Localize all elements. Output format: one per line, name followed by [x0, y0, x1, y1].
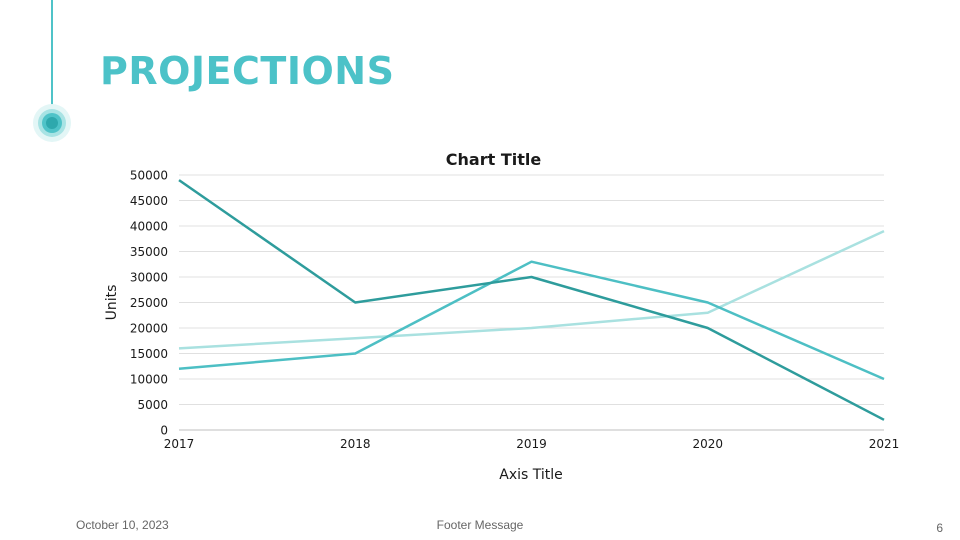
x-tick-labels: 2017 2018 2019 2020 2021 [164, 437, 900, 451]
y-tick-label: 20000 [130, 322, 168, 336]
x-tick-label: 2017 [164, 437, 195, 451]
y-tick-label: 35000 [130, 245, 168, 259]
decorative-vertical-line [51, 0, 53, 108]
series-lines [178, 179, 885, 421]
x-tick-label: 2018 [340, 437, 371, 451]
y-tick-label: 5000 [137, 398, 168, 412]
y-tick-label: 50000 [130, 169, 168, 183]
y-tick-label: 30000 [130, 271, 168, 285]
line-chart: Chart Title Units Axis Title 0 5000 10000 1… [104, 150, 900, 483]
target-circle-icon [33, 104, 71, 142]
y-tick-label: 45000 [130, 194, 168, 208]
y-tick-labels: 0 5000 10000 15000 20000 25000 30000 35000 40000… [130, 169, 168, 438]
grid-lines [179, 174, 884, 431]
page-title: PROJECTIONS [100, 49, 395, 93]
y-axis-title: Units [104, 285, 120, 321]
series-line-2 [178, 260, 885, 381]
x-tick-label: 2020 [692, 437, 723, 451]
chart-title: Chart Title [446, 150, 542, 169]
series-line-3 [178, 229, 885, 350]
y-tick-label: 40000 [130, 220, 168, 234]
page-number: 6 [936, 521, 943, 535]
y-tick-label: 15000 [130, 347, 168, 361]
series-line-1 [178, 179, 885, 421]
x-tick-label: 2019 [516, 437, 547, 451]
y-tick-label: 0 [160, 424, 168, 438]
footer-message-container: Footer Message [0, 518, 960, 532]
y-tick-label: 25000 [130, 296, 168, 310]
footer-date: October 10, 2023 [76, 518, 169, 532]
y-tick-label: 10000 [130, 373, 168, 387]
x-tick-label: 2021 [869, 437, 900, 451]
x-axis-title: Axis Title [499, 467, 563, 483]
footer-message: Footer Message [436, 518, 524, 532]
